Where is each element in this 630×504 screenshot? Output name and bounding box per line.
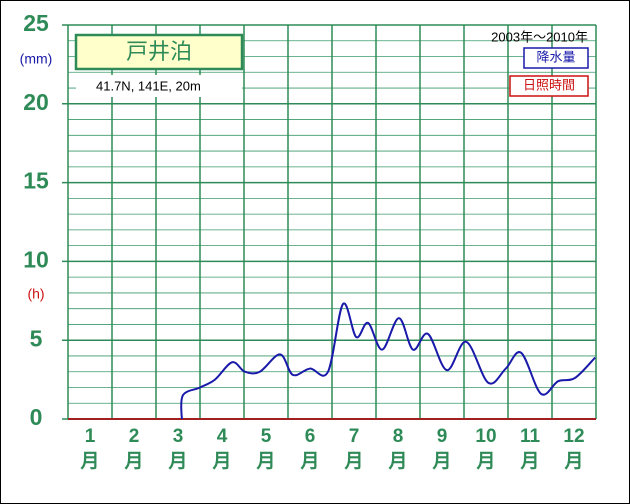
x-tick-label: 11: [520, 426, 541, 447]
y-tick-label: 0: [30, 404, 43, 430]
x-tick-unit: 月: [299, 451, 319, 472]
x-tick-label: 3: [173, 426, 184, 447]
x-tick-label: 2: [129, 426, 140, 447]
x-tick-unit: 月: [563, 451, 583, 472]
x-tick-label: 1: [85, 426, 96, 447]
x-tick-unit: 月: [79, 451, 99, 472]
grid: [62, 24, 597, 420]
x-tick-unit: 月: [343, 451, 363, 472]
x-tick-unit: 月: [519, 451, 539, 472]
x-tick-label: 6: [305, 426, 316, 447]
x-tick-unit: 月: [123, 451, 143, 472]
chart-title: 戸井泊: [126, 39, 192, 64]
y2-axis-label: (h): [27, 286, 44, 302]
title-box: [74, 33, 244, 71]
y-tick-label: 10: [23, 246, 49, 272]
period: 2003年～2010年: [491, 29, 588, 44]
x-tick-unit: 月: [167, 451, 187, 472]
y-tick-label: 5: [30, 325, 43, 351]
x-tick-unit: 月: [211, 451, 231, 472]
x-tick-label: 10: [475, 426, 496, 447]
x-tick-label: 12: [563, 426, 584, 447]
legend-box: [509, 75, 589, 97]
legend-label: 降水量: [536, 49, 575, 64]
x-tick-unit: 月: [431, 451, 451, 472]
x-tick-label: 9: [437, 426, 448, 447]
x-tick-label: 4: [217, 426, 228, 447]
x-tick-unit: 月: [475, 451, 495, 472]
subtitle: 41.7N, 141E, 20m: [96, 78, 201, 93]
legend-box: [523, 47, 589, 69]
x-tick-label: 7: [349, 426, 360, 447]
x-tick-unit: 月: [255, 451, 275, 472]
y-axis-label: (mm): [20, 51, 53, 67]
y-tick-label: 15: [23, 168, 49, 194]
data-line: [180, 302, 596, 420]
x-tick-label: 5: [261, 426, 272, 447]
legend-label: 日照時間: [523, 77, 575, 92]
x-tick-unit: 月: [387, 451, 407, 472]
subtitle-bg: [76, 75, 242, 97]
x-tick-label: 8: [393, 426, 404, 447]
y-tick-label: 20: [23, 89, 49, 115]
y-tick-label: 25: [23, 10, 49, 36]
